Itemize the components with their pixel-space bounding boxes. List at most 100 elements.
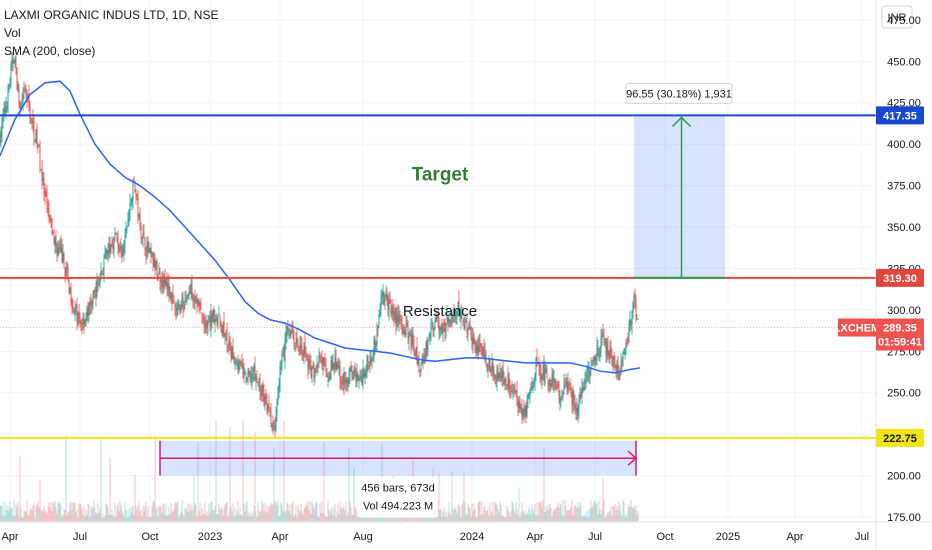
- candle-body: [278, 384, 280, 390]
- candle-body: [26, 92, 28, 98]
- horizontal-levels[interactable]: [0, 114, 876, 439]
- candle-body: [171, 292, 173, 303]
- candle-body: [529, 389, 531, 396]
- candle-body: [3, 108, 5, 117]
- candle-body: [7, 87, 9, 110]
- candle-body: [0, 133, 1, 145]
- volume-bar: [156, 506, 158, 522]
- volume-bar: [363, 517, 365, 522]
- volume-bar: [42, 511, 44, 522]
- volume-bar: [514, 512, 516, 522]
- volume-bar: [16, 506, 18, 522]
- price-tick-label: 250.00: [887, 388, 921, 400]
- candle-body: [29, 105, 31, 119]
- candle-body: [326, 375, 328, 377]
- candle-body: [321, 359, 323, 366]
- candle-body: [230, 346, 232, 358]
- volume-bar: [618, 501, 620, 522]
- candle-body: [13, 60, 15, 64]
- volume-bar: [37, 500, 39, 522]
- volume-bar: [17, 502, 19, 522]
- volume-bar: [260, 510, 262, 522]
- candle-body: [204, 325, 206, 328]
- volume-bar: [285, 509, 287, 522]
- candle-body: [237, 362, 239, 370]
- candle-body: [94, 289, 96, 292]
- volume-bar: [90, 508, 92, 522]
- candle-body: [344, 377, 346, 383]
- volume-bar: [197, 441, 199, 522]
- candle-body: [421, 357, 423, 364]
- candle-body: [345, 380, 347, 383]
- volume-bar: [101, 517, 103, 522]
- volume-bar: [469, 507, 471, 522]
- time-axis[interactable]: Apr Jul Oct 2023 Apr Aug 2024 Apr Jul Oct 2025 Apr J…: [0, 521, 932, 543]
- volume-bar: [467, 503, 469, 522]
- candle-body: [124, 236, 126, 246]
- candle-body: [281, 353, 283, 366]
- volume-bar: [235, 515, 237, 522]
- volume-bar: [419, 517, 421, 522]
- candle-body: [603, 337, 605, 343]
- candle-body: [418, 359, 420, 373]
- volume-bar: [340, 506, 342, 522]
- volume-bar: [207, 515, 209, 522]
- legend-sma[interactable]: SMA (200, close): [4, 44, 96, 58]
- volume-bar: [76, 509, 78, 522]
- candle-body: [180, 302, 182, 313]
- candle-body: [0, 133, 2, 143]
- volume-bar: [210, 502, 212, 522]
- volume-bar: [222, 514, 224, 522]
- candle-body: [323, 357, 325, 363]
- candle-body: [38, 145, 40, 147]
- candle-body: [126, 228, 128, 230]
- volume-bar: [607, 512, 609, 522]
- volume-bar: [155, 508, 157, 522]
- volume-bar: [596, 502, 598, 522]
- candle-body: [186, 299, 188, 302]
- volume-bar: [465, 513, 467, 522]
- candle-body: [82, 318, 84, 325]
- candle-body: [150, 247, 152, 256]
- candle-body: [27, 95, 29, 97]
- volume-bar: [350, 507, 352, 522]
- volume-bar: [59, 502, 61, 522]
- volume-bar: [614, 504, 616, 522]
- candle-body: [22, 94, 24, 103]
- candle-body: [298, 349, 300, 352]
- candle-body: [267, 405, 269, 411]
- volume-bar: [558, 508, 560, 522]
- volume-bar: [431, 517, 433, 522]
- volume-bar: [287, 504, 289, 522]
- time-tick-label: 2023: [198, 531, 222, 543]
- volume-bar: [462, 502, 464, 522]
- candle-body: [93, 289, 95, 293]
- volume-bar: [568, 510, 570, 522]
- volume-bar: [93, 500, 95, 522]
- volume-bar: [127, 510, 129, 522]
- candle-body: [312, 367, 314, 369]
- volume-bar: [315, 502, 317, 522]
- volume-bar: [346, 515, 348, 522]
- volume-bar: [601, 508, 603, 522]
- volume-bar: [597, 514, 599, 522]
- candle-body: [215, 318, 217, 322]
- volume-bar: [164, 514, 166, 522]
- volume-bar: [288, 511, 290, 522]
- volume-bar: [192, 510, 194, 522]
- volume-bar: [157, 517, 159, 522]
- volume-bar: [91, 505, 93, 522]
- currency-box[interactable]: [881, 5, 913, 29]
- volume-bar: [359, 515, 361, 522]
- volume-bar: [169, 513, 171, 522]
- volume-bar: [635, 505, 637, 522]
- current-price-label: 289.35: [883, 323, 917, 335]
- candle-body: [218, 314, 220, 316]
- volume-bar: [7, 506, 9, 522]
- candle-body: [284, 338, 286, 361]
- symbol-title[interactable]: LAXMI ORGANIC INDUS LTD, 1D, NSE: [4, 8, 219, 22]
- candle-body: [420, 367, 422, 373]
- legend-vol[interactable]: Vol: [4, 26, 21, 40]
- candle-body: [521, 407, 523, 419]
